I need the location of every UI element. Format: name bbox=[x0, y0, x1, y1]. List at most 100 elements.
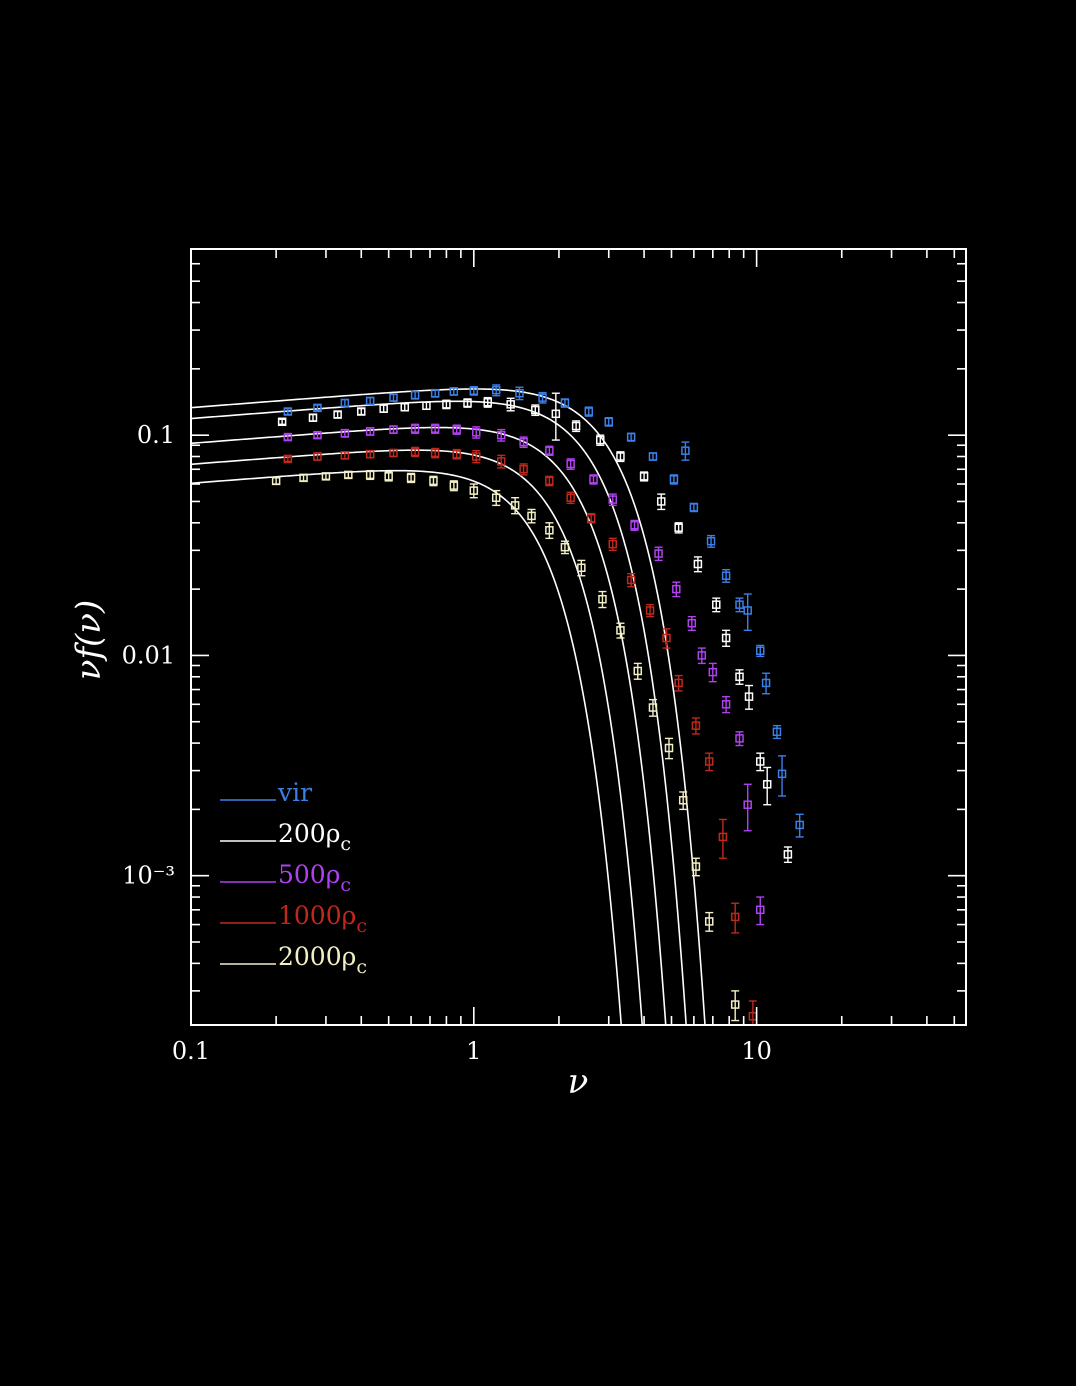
y-tick-label: 0.01 bbox=[122, 641, 175, 669]
data-point bbox=[308, 413, 318, 422]
data-point bbox=[313, 452, 322, 461]
data-point bbox=[755, 905, 765, 915]
x-axis-title: ν bbox=[568, 1062, 589, 1102]
data-point bbox=[551, 409, 561, 419]
data-point bbox=[566, 493, 575, 502]
data-point bbox=[604, 417, 613, 427]
data-point bbox=[449, 481, 459, 490]
data-point bbox=[422, 401, 431, 410]
data-point bbox=[506, 400, 515, 409]
data-point bbox=[626, 432, 636, 442]
data-point bbox=[449, 387, 459, 396]
legend-label: 500ρc bbox=[278, 860, 351, 896]
data-point bbox=[429, 476, 438, 486]
data-point bbox=[365, 449, 375, 459]
data-point bbox=[586, 513, 596, 523]
data-point bbox=[743, 800, 752, 809]
data-point bbox=[633, 666, 643, 676]
data-point bbox=[463, 398, 472, 408]
data-points bbox=[271, 384, 804, 1025]
data-point bbox=[515, 388, 524, 398]
data-point bbox=[545, 446, 554, 455]
axis-ticks bbox=[190, 249, 966, 1025]
legend-label: 2000ρc bbox=[278, 942, 367, 978]
data-point bbox=[662, 633, 671, 643]
data-point bbox=[365, 396, 375, 406]
data-point bbox=[510, 501, 520, 510]
data-point bbox=[596, 435, 605, 445]
data-point bbox=[772, 727, 782, 737]
data-point bbox=[743, 606, 752, 615]
data-point bbox=[313, 430, 322, 440]
data-point bbox=[357, 407, 366, 416]
data-point bbox=[705, 757, 714, 766]
y-tick-label: 10⁻³ bbox=[122, 862, 175, 890]
data-point bbox=[283, 454, 293, 464]
data-point bbox=[730, 912, 740, 922]
data-point bbox=[538, 393, 547, 402]
data-point bbox=[340, 451, 350, 460]
data-point bbox=[735, 672, 744, 682]
data-point bbox=[589, 475, 598, 484]
data-point bbox=[496, 457, 506, 466]
data-point bbox=[616, 452, 625, 461]
data-point bbox=[340, 429, 350, 438]
data-point bbox=[400, 402, 410, 412]
data-point bbox=[389, 393, 398, 402]
data-point bbox=[630, 520, 639, 530]
data-point bbox=[708, 667, 718, 677]
data-point bbox=[608, 539, 618, 549]
data-point bbox=[730, 1000, 740, 1009]
data-point bbox=[744, 692, 754, 701]
data-point bbox=[545, 476, 554, 486]
data-point bbox=[430, 388, 440, 398]
fit-curve bbox=[191, 469, 623, 1025]
data-point bbox=[313, 403, 322, 413]
data-point bbox=[639, 472, 649, 481]
fit-curve bbox=[191, 426, 667, 1025]
tick-labels: 0.1 1 10 0.1 0.01 10⁻³ bbox=[122, 421, 772, 1065]
data-point bbox=[283, 407, 293, 416]
data-point bbox=[691, 721, 701, 730]
data-point bbox=[299, 473, 308, 483]
data-point bbox=[678, 796, 688, 805]
data-point bbox=[718, 832, 728, 842]
data-point bbox=[365, 427, 375, 436]
data-point bbox=[483, 398, 492, 407]
data-point bbox=[608, 495, 618, 504]
data-point bbox=[584, 407, 594, 416]
data-point bbox=[648, 452, 658, 461]
data-point bbox=[384, 472, 393, 481]
data-point bbox=[755, 757, 765, 766]
data-point bbox=[577, 563, 586, 573]
data-point bbox=[674, 678, 683, 688]
data-point bbox=[410, 390, 420, 400]
data-point bbox=[471, 428, 481, 437]
data-point bbox=[645, 606, 655, 615]
data-point bbox=[735, 600, 744, 609]
data-point bbox=[560, 542, 570, 552]
data-point bbox=[697, 651, 707, 660]
data-point bbox=[469, 386, 479, 396]
data-point bbox=[598, 594, 607, 604]
data-point bbox=[761, 678, 771, 688]
x-tick-label: 1 bbox=[466, 1037, 481, 1065]
data-point bbox=[471, 452, 481, 461]
data-point bbox=[491, 385, 501, 395]
data-point bbox=[755, 646, 765, 656]
data-point bbox=[656, 497, 666, 506]
data-point bbox=[406, 473, 416, 483]
data-point bbox=[410, 424, 420, 433]
data-point bbox=[674, 523, 683, 532]
data-point bbox=[430, 424, 440, 433]
data-point bbox=[669, 475, 679, 484]
data-point bbox=[379, 404, 388, 413]
data-point bbox=[344, 470, 353, 480]
data-point bbox=[777, 769, 787, 779]
data-point bbox=[783, 850, 793, 859]
data-point bbox=[712, 600, 721, 609]
data-point bbox=[560, 398, 570, 408]
data-point bbox=[762, 780, 772, 789]
